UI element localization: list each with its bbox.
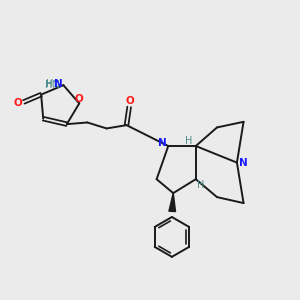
Text: N: N: [54, 79, 63, 89]
Text: H: H: [197, 179, 204, 190]
Text: N: N: [238, 158, 247, 168]
Text: O: O: [75, 94, 84, 104]
Polygon shape: [169, 193, 175, 212]
Text: O: O: [125, 96, 134, 106]
Text: HN: HN: [45, 80, 60, 90]
Text: N: N: [158, 138, 167, 148]
Text: H: H: [185, 136, 193, 146]
Text: H: H: [46, 79, 53, 89]
Text: O: O: [14, 98, 22, 108]
